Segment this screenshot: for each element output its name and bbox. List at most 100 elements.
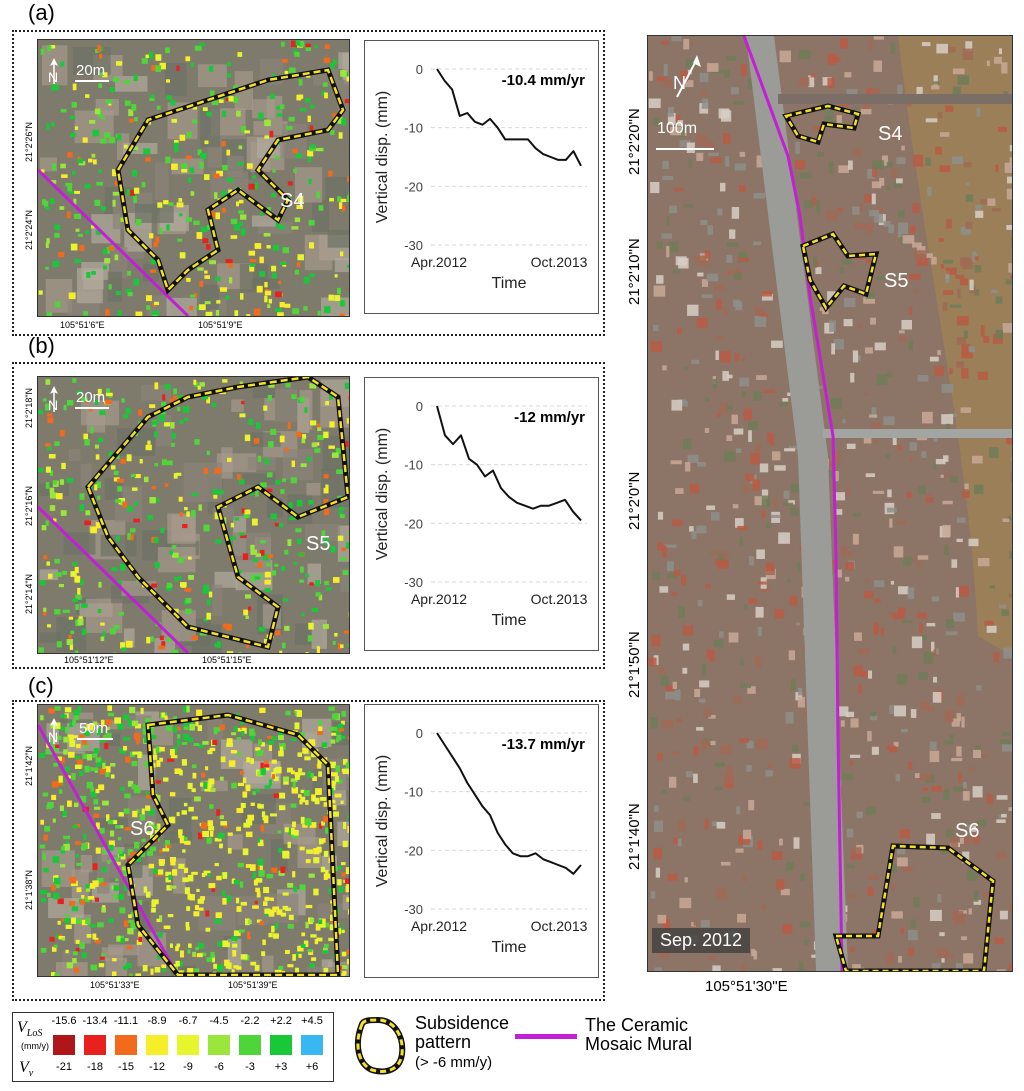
insar-point: [265, 765, 270, 771]
insar-point: [344, 382, 349, 389]
insar-point: [234, 517, 240, 521]
panel-c-scale-bar: [77, 738, 113, 740]
insar-point: [122, 501, 128, 508]
insar-point: [195, 719, 199, 727]
insar-point: [75, 604, 79, 611]
rooftop: [712, 378, 717, 389]
insar-point: [149, 269, 157, 273]
insar-point: [341, 735, 346, 740]
insar-point: [165, 79, 171, 83]
insar-point: [181, 168, 188, 173]
insar-point: [47, 413, 53, 417]
rooftop: [758, 581, 767, 585]
insar-point: [49, 936, 55, 942]
rooftop: [715, 350, 719, 360]
subsidence-outline: [801, 232, 878, 311]
insar-point: [274, 630, 281, 636]
rooftop: [325, 176, 349, 201]
rooftop: [716, 821, 726, 829]
rooftop: [952, 68, 965, 75]
insar-point: [175, 472, 182, 476]
rooftop: [825, 210, 838, 221]
insar-point: [313, 888, 319, 896]
insar-point: [287, 964, 294, 968]
insar-point: [264, 135, 270, 139]
rooftop: [804, 200, 814, 209]
x-tick-label: Apr.2012: [411, 591, 467, 607]
insar-point: [339, 251, 344, 257]
insar-point: [337, 966, 345, 970]
rooftop: [779, 402, 789, 407]
rooftop: [952, 86, 961, 99]
rooftop: [864, 591, 874, 599]
insar-point: [123, 414, 129, 419]
insar-point: [256, 285, 263, 293]
rooftop: [867, 731, 872, 742]
rooftop: [813, 256, 817, 268]
rooftop: [811, 196, 817, 206]
insar-point: [302, 824, 308, 828]
rooftop: [334, 257, 349, 273]
rooftop: [976, 685, 982, 691]
x-axis-label: Time: [492, 612, 527, 629]
rooftop: [783, 502, 794, 506]
rooftop: [881, 155, 889, 166]
insar-point: [152, 303, 157, 307]
insar-point: [174, 139, 179, 145]
rooftop: [719, 631, 724, 638]
insar-point: [95, 48, 99, 54]
insar-point: [182, 877, 189, 883]
insar-point: [292, 781, 296, 789]
y-tick-label: 0: [416, 726, 423, 741]
rooftop: [921, 42, 931, 47]
insar-point: [96, 763, 101, 767]
insar-point: [291, 834, 299, 839]
rooftop: [910, 919, 917, 928]
insar-point: [57, 735, 62, 741]
insar-point: [321, 90, 326, 96]
panel-b-letter: (b): [28, 333, 55, 358]
rooftop: [900, 927, 904, 935]
rooftop: [999, 910, 1008, 920]
insar-point: [72, 83, 77, 91]
rooftop: [986, 793, 993, 804]
insar-point: [246, 314, 251, 316]
insar-point: [201, 395, 209, 400]
rooftop: [737, 525, 748, 531]
insar-point: [115, 535, 120, 542]
insar-point: [71, 906, 79, 912]
rooftop: [725, 156, 730, 167]
rooftop: [197, 64, 227, 88]
rooftop: [681, 400, 688, 407]
rooftop: [676, 718, 682, 722]
rooftop: [869, 209, 880, 217]
insar-point: [76, 743, 81, 749]
rooftop: [748, 598, 758, 604]
insar-point: [116, 935, 121, 942]
insar-point: [301, 613, 305, 617]
rooftop: [1010, 237, 1012, 249]
insar-point: [221, 890, 226, 897]
rooftop: [727, 374, 733, 379]
insar-point: [264, 119, 271, 127]
rooftop: [765, 562, 775, 572]
insar-point: [275, 480, 281, 485]
insar-point: [81, 738, 88, 745]
rooftop: [945, 267, 957, 275]
rooftop: [1008, 593, 1012, 598]
rooftop: [687, 454, 699, 463]
ceramic-mosaic-mural: [38, 168, 190, 316]
panel-a-site-label: S4: [280, 190, 305, 212]
insar-point: [263, 816, 269, 824]
insar-point: [149, 497, 156, 504]
rooftop: [961, 368, 969, 379]
rooftop: [843, 319, 853, 327]
insar-point: [345, 885, 349, 893]
insar-point: [305, 904, 313, 909]
insar-point: [152, 315, 158, 316]
rooftop: [871, 407, 877, 418]
insar-point: [98, 581, 102, 588]
insar-point: [109, 86, 115, 93]
insar-point: [81, 628, 87, 635]
rooftop: [909, 442, 917, 451]
